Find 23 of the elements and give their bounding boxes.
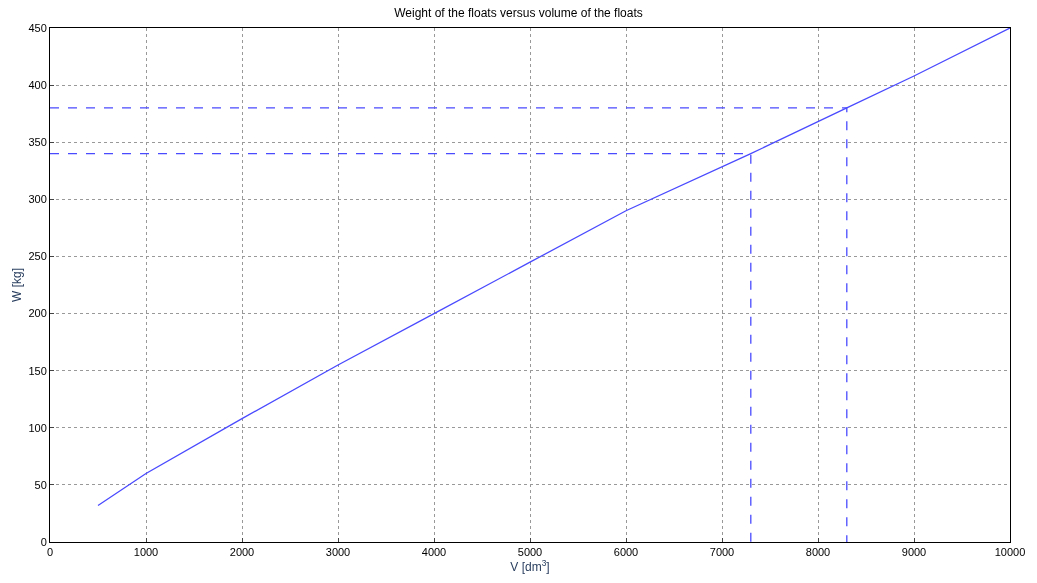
y-axis-title: W [kg]	[9, 267, 24, 303]
y-tick-label: 300	[28, 193, 47, 206]
x-axis-title: V [dm$^{3}$]	[510, 558, 550, 575]
x-tick-label: 5000	[517, 546, 543, 559]
y-tick-label: 350	[28, 136, 47, 149]
x-tick-label: 4000	[421, 546, 447, 559]
x-tick-label: 9000	[901, 546, 927, 559]
y-tick-label: 250	[28, 250, 47, 263]
x-tick-label: 6000	[613, 546, 639, 559]
x-tick-label: 7000	[709, 546, 735, 559]
chart-title: Weight of the floats versus volume of the floats	[394, 6, 643, 21]
y-tick-label: 150	[28, 364, 47, 377]
y-tick-label: 400	[28, 78, 47, 91]
x-tick-label: 8000	[805, 546, 831, 559]
x-tick-label: 10000	[994, 546, 1026, 559]
y-tick-label: 50	[34, 478, 47, 491]
x-tick-label: 1000	[133, 546, 159, 559]
x-tick-label: 2000	[229, 546, 255, 559]
y-tick-label: 100	[28, 421, 47, 434]
y-tick-label: 200	[28, 307, 47, 320]
y-tick-label: 450	[28, 21, 47, 34]
y-tick-label: 0	[40, 535, 47, 548]
x-tick-label: 3000	[325, 546, 351, 559]
